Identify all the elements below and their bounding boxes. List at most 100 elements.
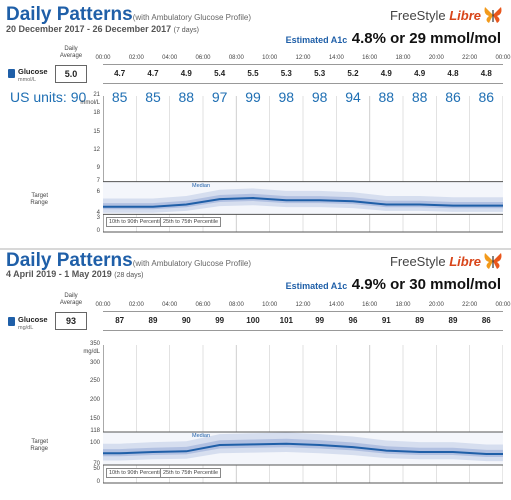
hour-label: 02:00 xyxy=(128,302,144,308)
hour-label: 06:00 xyxy=(195,55,211,61)
median-legend: Median xyxy=(192,182,211,189)
us-unit-value: 88 xyxy=(378,89,395,105)
hourly-value: 4.8 xyxy=(447,69,459,78)
percentile-25-75-legend: 25th to 75th Percentile xyxy=(160,468,222,478)
percentile-25-75-band xyxy=(103,438,503,457)
hourly-value: 4.7 xyxy=(147,69,159,78)
us-unit-value: 97 xyxy=(211,89,228,105)
hour-label: 22:00 xyxy=(462,55,478,61)
y-tick-label: 300 xyxy=(89,359,100,366)
percentile-10-90-legend: 10th to 90th Percentile xyxy=(106,468,168,478)
freestyle-libre-logo: FreeStyle Libre xyxy=(390,6,503,24)
title-text: Daily Patterns xyxy=(6,4,133,25)
percentile-10-90-legend: 10th to 90th Percentile xyxy=(106,217,168,227)
us-unit-value: 98 xyxy=(311,89,328,105)
days-count: (7 days) xyxy=(173,27,199,34)
agp-chart xyxy=(103,345,503,484)
daily-average-value: 5.0 xyxy=(55,65,87,83)
hourly-value: 96 xyxy=(348,316,358,325)
y-tick-label: 3 xyxy=(96,214,100,221)
target-range-label: Target Range xyxy=(30,193,48,206)
us-unit-value: 85 xyxy=(145,89,161,105)
hour-label: 00:00 xyxy=(95,302,111,308)
daily-average-label: Daily Average xyxy=(59,293,83,306)
hour-label: 00:00 xyxy=(95,55,111,61)
hourly-value: 4.9 xyxy=(180,69,192,78)
median-legend: Median xyxy=(192,432,211,439)
glucose-meter-icon xyxy=(8,69,15,78)
y-tick-label: 12 xyxy=(93,147,100,154)
daily-average-label: Daily Average xyxy=(59,46,83,59)
hour-label: 16:00 xyxy=(362,55,378,61)
us-unit-value: 98 xyxy=(278,89,295,105)
hour-label: 08:00 xyxy=(228,302,244,308)
us-unit-value: 94 xyxy=(345,89,361,105)
logo-word-2: Libre xyxy=(449,253,481,269)
hourly-value: 5.3 xyxy=(314,69,326,78)
days-count: (28 days) xyxy=(114,272,144,279)
hour-label: 00:00 xyxy=(495,302,511,308)
y-axis-unit: mmol/L xyxy=(80,100,100,106)
report-divider xyxy=(0,248,511,250)
hourly-value: 90 xyxy=(181,316,191,325)
hourly-value: 5.3 xyxy=(280,69,292,78)
hour-label: 18:00 xyxy=(395,55,411,61)
hourly-value: 4.9 xyxy=(414,69,426,78)
hour-label: 10:00 xyxy=(262,55,278,61)
a1c-value: 4.8% or 29 mmol/mol xyxy=(351,30,501,47)
hour-label: 22:00 xyxy=(462,302,478,308)
date-range: 4 April 2019 - 1 May 2019 (28 days) xyxy=(6,269,143,279)
us-unit-value: 86 xyxy=(445,89,461,105)
us-unit-value: 85 xyxy=(111,89,128,105)
hourly-value: 4.7 xyxy=(114,69,126,78)
y-tick-label: 100 xyxy=(89,440,100,447)
hour-label: 14:00 xyxy=(328,302,344,308)
hourly-value: 4.9 xyxy=(380,69,392,78)
butterfly-icon xyxy=(484,253,502,269)
glucose-title: Glucose xyxy=(18,315,48,324)
date-range-text: 20 December 2017 - 26 December 2017 xyxy=(6,24,172,34)
y-tick-label: 200 xyxy=(89,397,100,404)
glucose-label: Glucose mmol/L xyxy=(8,68,48,84)
hourly-value: 5.4 xyxy=(214,69,226,78)
hour-label: 12:00 xyxy=(295,302,311,308)
percentile-25-75-legend: 25th to 75th Percentile xyxy=(160,217,222,227)
a1c-value: 4.9% or 30 mmol/mol xyxy=(351,276,501,293)
hour-label: 00:00 xyxy=(495,55,511,61)
glucose-label: Glucose mg/dL xyxy=(8,316,48,332)
hourly-value: 89 xyxy=(415,316,425,325)
y-tick-label: 0 xyxy=(96,228,100,234)
y-tick-label: 150 xyxy=(89,415,100,422)
hourly-value: 91 xyxy=(381,316,391,325)
report-2017: Daily Patterns(with Ambulatory Glucose P… xyxy=(0,0,511,248)
logo-word-1: FreeStyle xyxy=(389,7,446,23)
us-unit-value: 86 xyxy=(478,89,495,105)
hourly-value: 5.2 xyxy=(347,69,359,78)
estimated-a1c: Estimated A1c 4.9% or 30 mmol/mol xyxy=(286,276,501,294)
daily-average-value: 93 xyxy=(55,312,87,330)
hour-label: 02:00 xyxy=(128,55,144,61)
y-tick-label: 9 xyxy=(96,165,100,172)
hour-label: 12:00 xyxy=(295,55,311,61)
title-subtitle: (with Ambulatory Glucose Profile) xyxy=(132,13,251,22)
hourly-value: 86 xyxy=(481,316,491,325)
hourly-values: 87 89 90 99 100 101 99 96 91 89 89 86 xyxy=(103,311,503,331)
estimated-a1c: Estimated A1c 4.8% or 29 mmol/mol xyxy=(286,30,501,48)
page-title: Daily Patterns(with Ambulatory Glucose P… xyxy=(6,250,251,272)
hour-label: 14:00 xyxy=(328,55,344,61)
logo-word-2: Libre xyxy=(449,7,481,23)
y-tick-label: 50 xyxy=(93,466,100,473)
hourly-value: 101 xyxy=(279,316,293,325)
hour-label: 04:00 xyxy=(162,55,178,61)
hour-label: 16:00 xyxy=(362,302,378,308)
hourly-value: 99 xyxy=(215,316,225,325)
a1c-label: Estimated A1c xyxy=(285,35,348,45)
page-title: Daily Patterns(with Ambulatory Glucose P… xyxy=(6,4,251,26)
hourly-value: 89 xyxy=(148,316,158,325)
hour-label: 20:00 xyxy=(428,302,444,308)
logo-wordmark: FreeStyle Libre xyxy=(390,254,481,269)
y-tick-label: 15 xyxy=(93,128,100,135)
y-tick-label: 18 xyxy=(93,110,100,117)
glucose-unit: mmol/L xyxy=(18,77,37,83)
y-tick-label: 7 xyxy=(96,177,100,184)
